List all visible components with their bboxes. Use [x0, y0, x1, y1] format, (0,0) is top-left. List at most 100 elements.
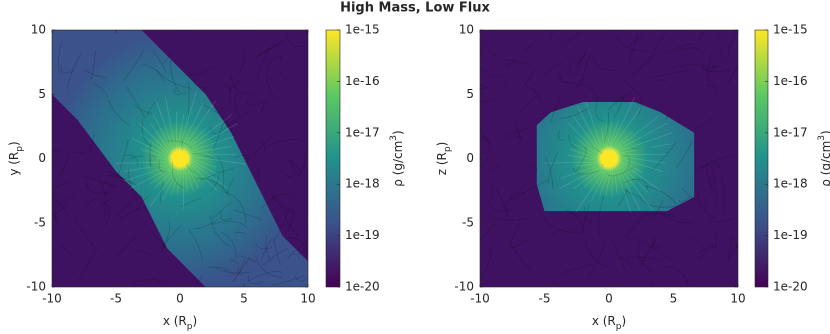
streamline — [129, 164, 176, 190]
streamline — [200, 167, 235, 181]
streamline — [101, 198, 113, 206]
streamline — [234, 154, 249, 161]
streamline — [256, 51, 268, 79]
streamline — [153, 165, 178, 189]
streamline — [481, 135, 491, 142]
streamline — [52, 266, 54, 275]
streamline — [182, 128, 207, 152]
streamline — [606, 167, 634, 177]
streamline — [170, 166, 182, 197]
x-tick-label: -5 — [539, 292, 551, 306]
streamline — [700, 65, 723, 70]
x-tick-label: 0 — [605, 292, 613, 306]
streamline — [520, 69, 534, 90]
streamline — [99, 181, 107, 219]
streamline — [698, 30, 705, 40]
streamline — [180, 100, 216, 151]
streamline — [612, 116, 659, 152]
streamline — [187, 156, 217, 168]
colorbar-tick-label: 1e-19 — [773, 228, 808, 242]
label-part: 3 — [817, 135, 827, 141]
streamline — [480, 156, 489, 169]
streamline — [86, 182, 108, 194]
streamline — [67, 52, 82, 90]
streamline — [583, 165, 607, 188]
streamline — [146, 98, 158, 117]
streamline — [149, 122, 174, 156]
streamline — [576, 147, 587, 172]
streamline — [598, 195, 605, 236]
streamline — [233, 232, 247, 235]
streamline — [640, 198, 679, 208]
streamline — [163, 52, 172, 64]
streamline — [255, 242, 273, 250]
streamline — [128, 169, 139, 200]
streamline — [64, 30, 66, 31]
streamline — [108, 99, 130, 126]
streamline — [713, 229, 717, 250]
streamline — [192, 152, 215, 160]
label-part: p — [616, 322, 622, 332]
streamline — [214, 266, 252, 274]
streamline — [138, 195, 149, 206]
streamline — [288, 160, 302, 173]
streamline — [174, 88, 186, 95]
axis-label: x (Rp) — [592, 314, 626, 332]
streamline — [606, 121, 613, 151]
y-tick-label: 0 — [466, 151, 474, 165]
streamline — [83, 69, 108, 79]
streamline — [611, 239, 628, 274]
streamline — [578, 50, 587, 71]
streamline — [217, 111, 249, 134]
streamline — [648, 30, 668, 58]
streamline — [681, 187, 698, 201]
streamline — [270, 192, 299, 214]
streamline — [123, 50, 144, 82]
streamline — [604, 124, 607, 152]
streamline — [169, 61, 181, 94]
label-part: y (R — [7, 152, 21, 176]
streamline — [650, 281, 653, 287]
streamline — [695, 117, 714, 130]
colorbar-tick-label: 1e-18 — [345, 177, 380, 191]
streamline — [209, 215, 231, 247]
streamline — [504, 127, 533, 140]
streamline — [52, 188, 57, 221]
streamline — [125, 85, 146, 119]
streamline — [654, 79, 667, 83]
streamline — [93, 83, 109, 98]
streamline — [517, 93, 541, 114]
streamline — [186, 163, 199, 189]
streamline — [503, 59, 531, 66]
streamline — [611, 131, 633, 152]
streamline — [581, 51, 592, 83]
streamline — [217, 156, 225, 193]
streamline — [124, 162, 174, 172]
streamline — [265, 234, 272, 262]
streamline — [489, 215, 530, 221]
streamline — [187, 81, 190, 115]
streamline — [576, 105, 603, 154]
label-part: p — [187, 322, 193, 332]
streamline — [60, 64, 74, 74]
streamline — [601, 127, 605, 153]
streamline — [503, 180, 531, 208]
y-tick-label: -5 — [34, 215, 46, 229]
streamline — [196, 274, 203, 285]
streamline — [278, 69, 288, 82]
streamline — [229, 260, 239, 276]
streamline — [495, 188, 509, 217]
streamline — [233, 209, 263, 220]
streamline — [727, 236, 732, 263]
streamline — [521, 179, 549, 195]
streamline — [124, 163, 175, 182]
streamline — [488, 200, 511, 212]
streamline — [578, 84, 598, 99]
streamline — [541, 61, 563, 77]
streamline — [622, 188, 642, 199]
streamline — [705, 84, 716, 93]
streamline — [569, 141, 602, 159]
streamline — [617, 188, 628, 207]
streamline — [187, 159, 229, 189]
